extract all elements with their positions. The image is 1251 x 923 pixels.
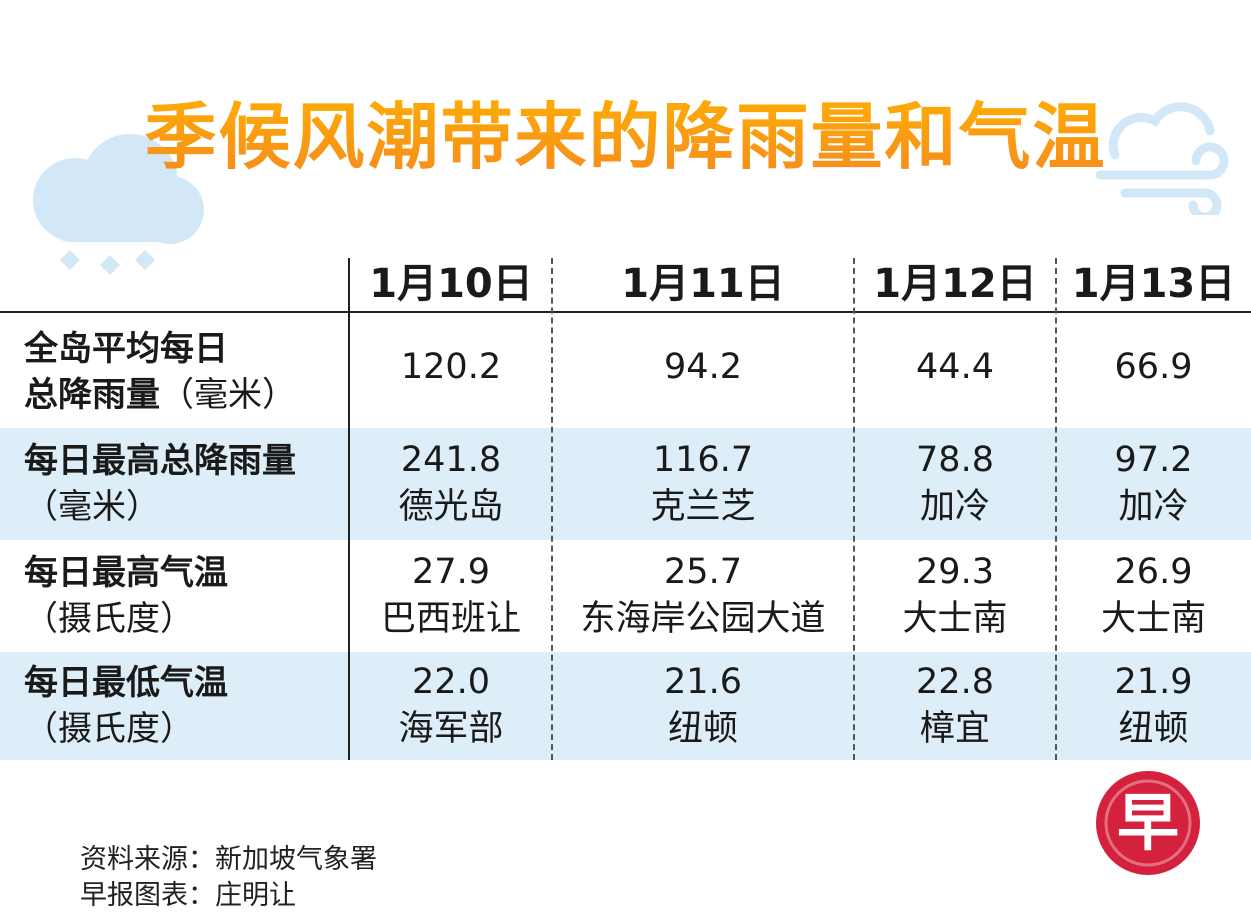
column-divider [348,258,350,760]
table-cell: 66.9 [1114,347,1193,387]
row-label: 每日最低气温 （摄氏度） [24,663,228,749]
source-line: 资料来源：新加坡气象署 [80,844,377,875]
table-cell: 44.4 [916,347,994,387]
column-divider [853,258,855,760]
table-row-shade [0,428,1251,540]
table-cell: 27.9 巴西班让 [380,552,521,639]
column-header: 1月13日 [1071,260,1236,307]
table-cell: 241.8 德光岛 [398,440,504,527]
table-cell: 29.3 大士南 [902,552,1008,639]
table-cell: 78.8 加冷 [916,440,994,527]
row-label: 每日最高气温 （摄氏度） [24,553,228,639]
table-cell: 21.9 纽顿 [1114,662,1193,749]
table-cell: 22.0 海军部 [398,662,504,749]
table-cell: 97.2 加冷 [1114,440,1193,527]
page-title: 季候风潮带来的降雨量和气温 [0,78,1251,183]
table-row: 每日最低气温 （摄氏度） 22.0 海军部 21.6 纽顿 22.8 樟宜 21.9 纽… [0,652,1251,760]
credit-line: 早报图表：庄明让 [80,880,296,911]
data-table: 1月10日 1月11日 1月12日 1月13日 全岛平均每日 总降雨量（毫米） … [0,248,1251,760]
table-cell: 21.6 纽顿 [664,662,742,749]
table-cell: 94.2 [664,347,742,387]
table-cell: 120.2 [400,347,502,387]
table-row: 每日最高气温 （摄氏度） 27.9 巴西班让 25.7 东海岸公园大道 29.3 大士… [0,540,1251,652]
rain-cloud-icon [33,134,204,275]
row-label: 全岛平均每日 总降雨量（毫米） [24,329,296,415]
row-label: 每日最高总降雨量 （毫米） [24,441,296,527]
wind-cloud-icon [1095,102,1229,215]
zaobao-logo: 早 [1096,771,1200,875]
table-row: 全岛平均每日 总降雨量（毫米） 120.2 94.2 44.4 66.9 [0,316,1251,428]
svg-text:早: 早 [1117,786,1179,859]
table-cell: 22.8 樟宜 [916,662,994,749]
table-row-shade [0,652,1251,760]
table-cell: 26.9 大士南 [1100,552,1206,639]
table-cell: 116.7 克兰芝 [650,440,756,527]
column-header: 1月11日 [621,260,785,307]
column-header: 1月12日 [873,260,1037,307]
source-note: 资料来源：新加坡气象署 早报图表：庄明让 [80,842,377,914]
column-header: 1月10日 [369,260,533,307]
table-row: 每日最高总降雨量 （毫米） 241.8 德光岛 116.7 克兰芝 78.8 加冷 9… [0,428,1251,540]
header-divider [0,311,1251,313]
column-divider [551,258,553,760]
table-cell: 25.7 东海岸公园大道 [580,552,826,639]
column-divider [1055,258,1057,760]
